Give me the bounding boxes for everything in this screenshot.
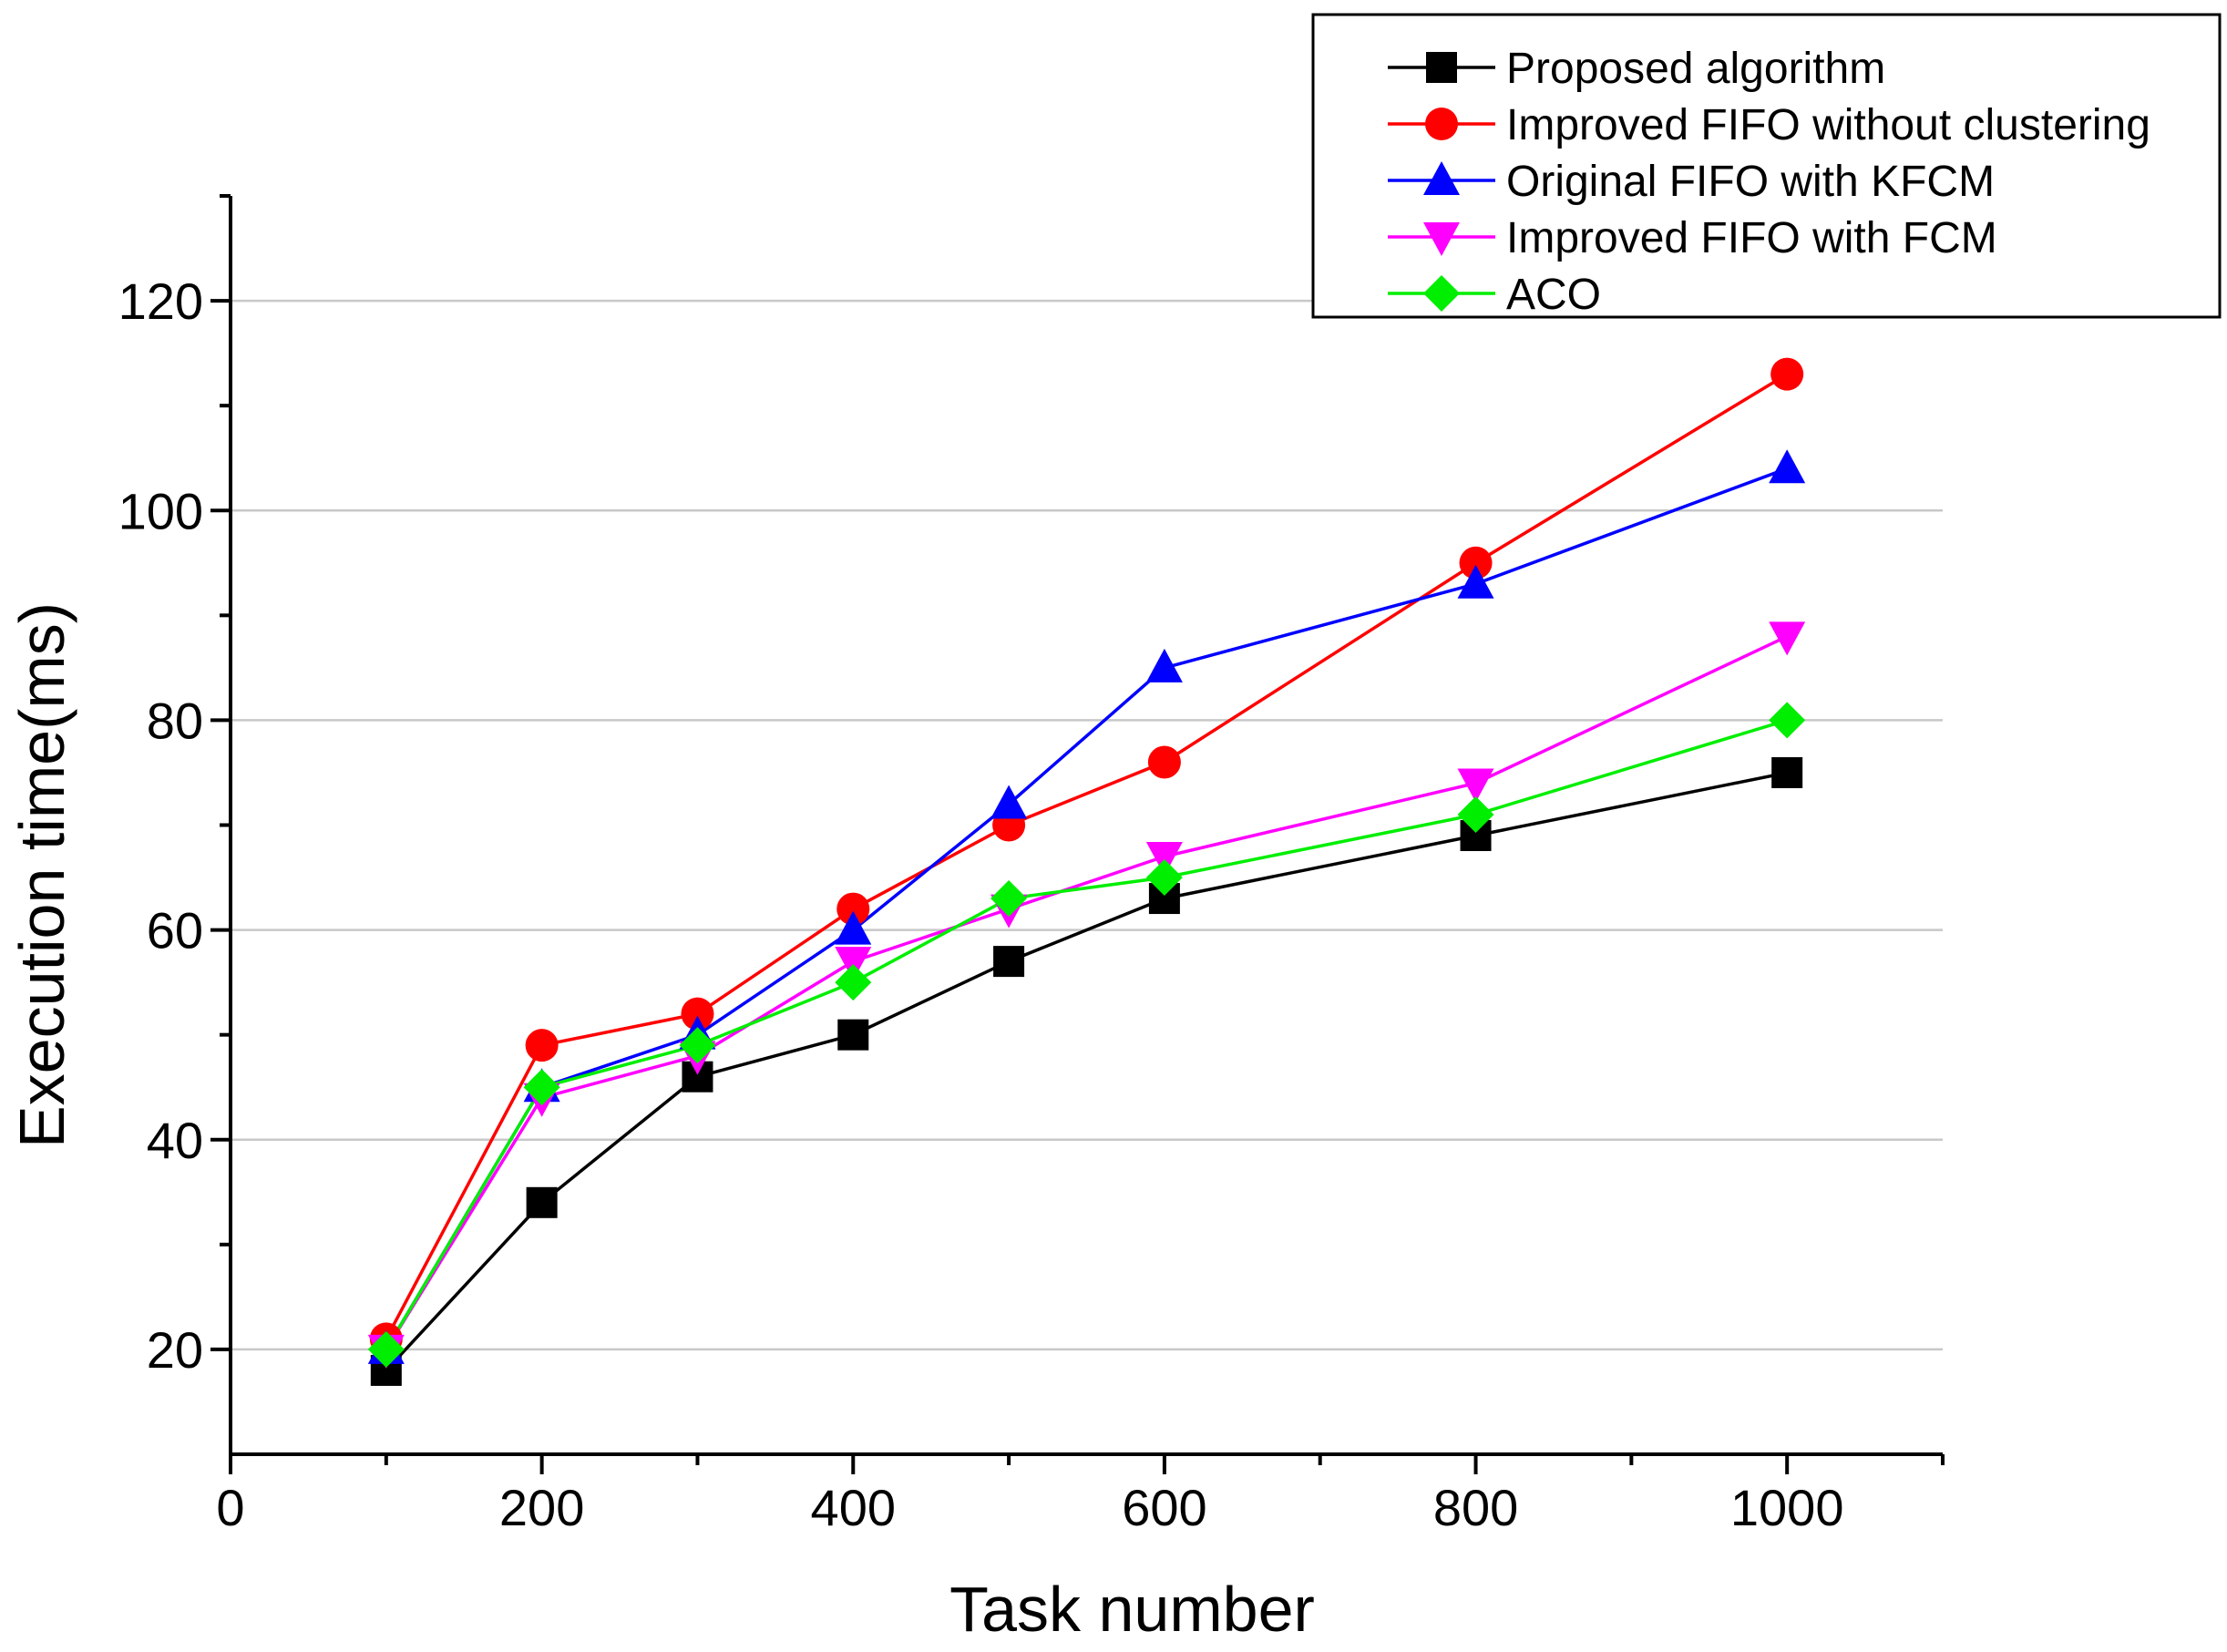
x-tick-label-800: 800 — [1433, 1479, 1518, 1536]
legend-label-3: Improved FIFO with FCM — [1506, 214, 1997, 262]
x-tick-label-400: 400 — [811, 1479, 896, 1536]
y-tick-label-120: 120 — [118, 272, 203, 330]
series-4-point-800 — [1457, 795, 1494, 833]
y-tick-label-100: 100 — [118, 482, 203, 539]
series-4-point-300 — [679, 1027, 716, 1064]
grid-lines — [231, 299, 1943, 1351]
axis-labels: 20 40 60 80 100 120 0 200 400 600 800 1000 Task numb… — [6, 272, 1843, 1645]
series-3-point-1000 — [1769, 621, 1806, 656]
legend-marker-3 — [1423, 222, 1460, 256]
series-2-point-600 — [1145, 648, 1183, 682]
series-markers — [367, 357, 1806, 1386]
series-2-line — [385, 467, 1788, 1350]
x-axis-title: Task number — [949, 1574, 1315, 1645]
legend-box — [1311, 13, 2222, 319]
series-0-point-200 — [526, 1186, 558, 1218]
series-3-point-400 — [835, 947, 872, 981]
series-2-point-800 — [1457, 564, 1494, 599]
y-axis-title: Execution time(ms) — [6, 602, 77, 1148]
y-tick-label-60: 60 — [147, 902, 203, 959]
series-1-line — [385, 373, 1789, 1340]
series-4-point-400 — [835, 964, 872, 1001]
series-4-point-200 — [523, 1069, 560, 1106]
legend-label-4: ACO — [1506, 271, 1601, 319]
series-2-point-1000 — [1769, 449, 1806, 484]
series-2-point-500 — [990, 785, 1028, 819]
legend-label-0: Proposed algorithm — [1506, 45, 1885, 93]
series-3-point-600 — [1145, 842, 1183, 877]
x-tick-label-1000: 1000 — [1730, 1479, 1844, 1536]
legend-label-2: Original FIFO with KFCM — [1506, 158, 1995, 206]
series-4-line — [385, 718, 1788, 1350]
series-2-point-400 — [835, 910, 872, 945]
series-4-point-600 — [1145, 859, 1183, 897]
legend-marker-1 — [1425, 108, 1458, 140]
legend: Proposed algorithm Improved FIFO without … — [1311, 13, 2222, 319]
series-1-point-400 — [836, 892, 870, 926]
series-0-point-500 — [993, 946, 1025, 978]
legend-label-1: Improved FIFO without clustering — [1506, 101, 2150, 149]
series-0-line — [385, 771, 1788, 1372]
series-lines — [385, 373, 1789, 1372]
series-1-point-300 — [681, 997, 714, 1031]
y-tick-label-40: 40 — [147, 1112, 203, 1169]
x-tick-label-0: 0 — [216, 1479, 244, 1536]
legend-marker-4 — [1423, 275, 1460, 312]
series-4-point-500 — [990, 880, 1028, 918]
axes — [210, 194, 1945, 1474]
x-tick-label-600: 600 — [1122, 1479, 1206, 1536]
y-tick-label-80: 80 — [147, 692, 203, 749]
series-0-point-400 — [837, 1019, 869, 1051]
y-tick-label-20: 20 — [147, 1321, 203, 1379]
legend-marker-2 — [1423, 161, 1460, 195]
series-1-point-600 — [1147, 745, 1181, 779]
series-0-point-1000 — [1771, 756, 1803, 788]
series-4-point-100 — [367, 1330, 405, 1368]
series-1-point-800 — [1459, 546, 1493, 580]
legend-marker-0 — [1426, 52, 1457, 83]
series-4-point-1000 — [1769, 702, 1806, 739]
series-3-line — [385, 634, 1788, 1350]
x-tick-label-200: 200 — [499, 1479, 584, 1536]
series-1-point-200 — [525, 1029, 559, 1062]
series-3-point-800 — [1457, 768, 1494, 803]
series-1-point-1000 — [1770, 357, 1804, 391]
